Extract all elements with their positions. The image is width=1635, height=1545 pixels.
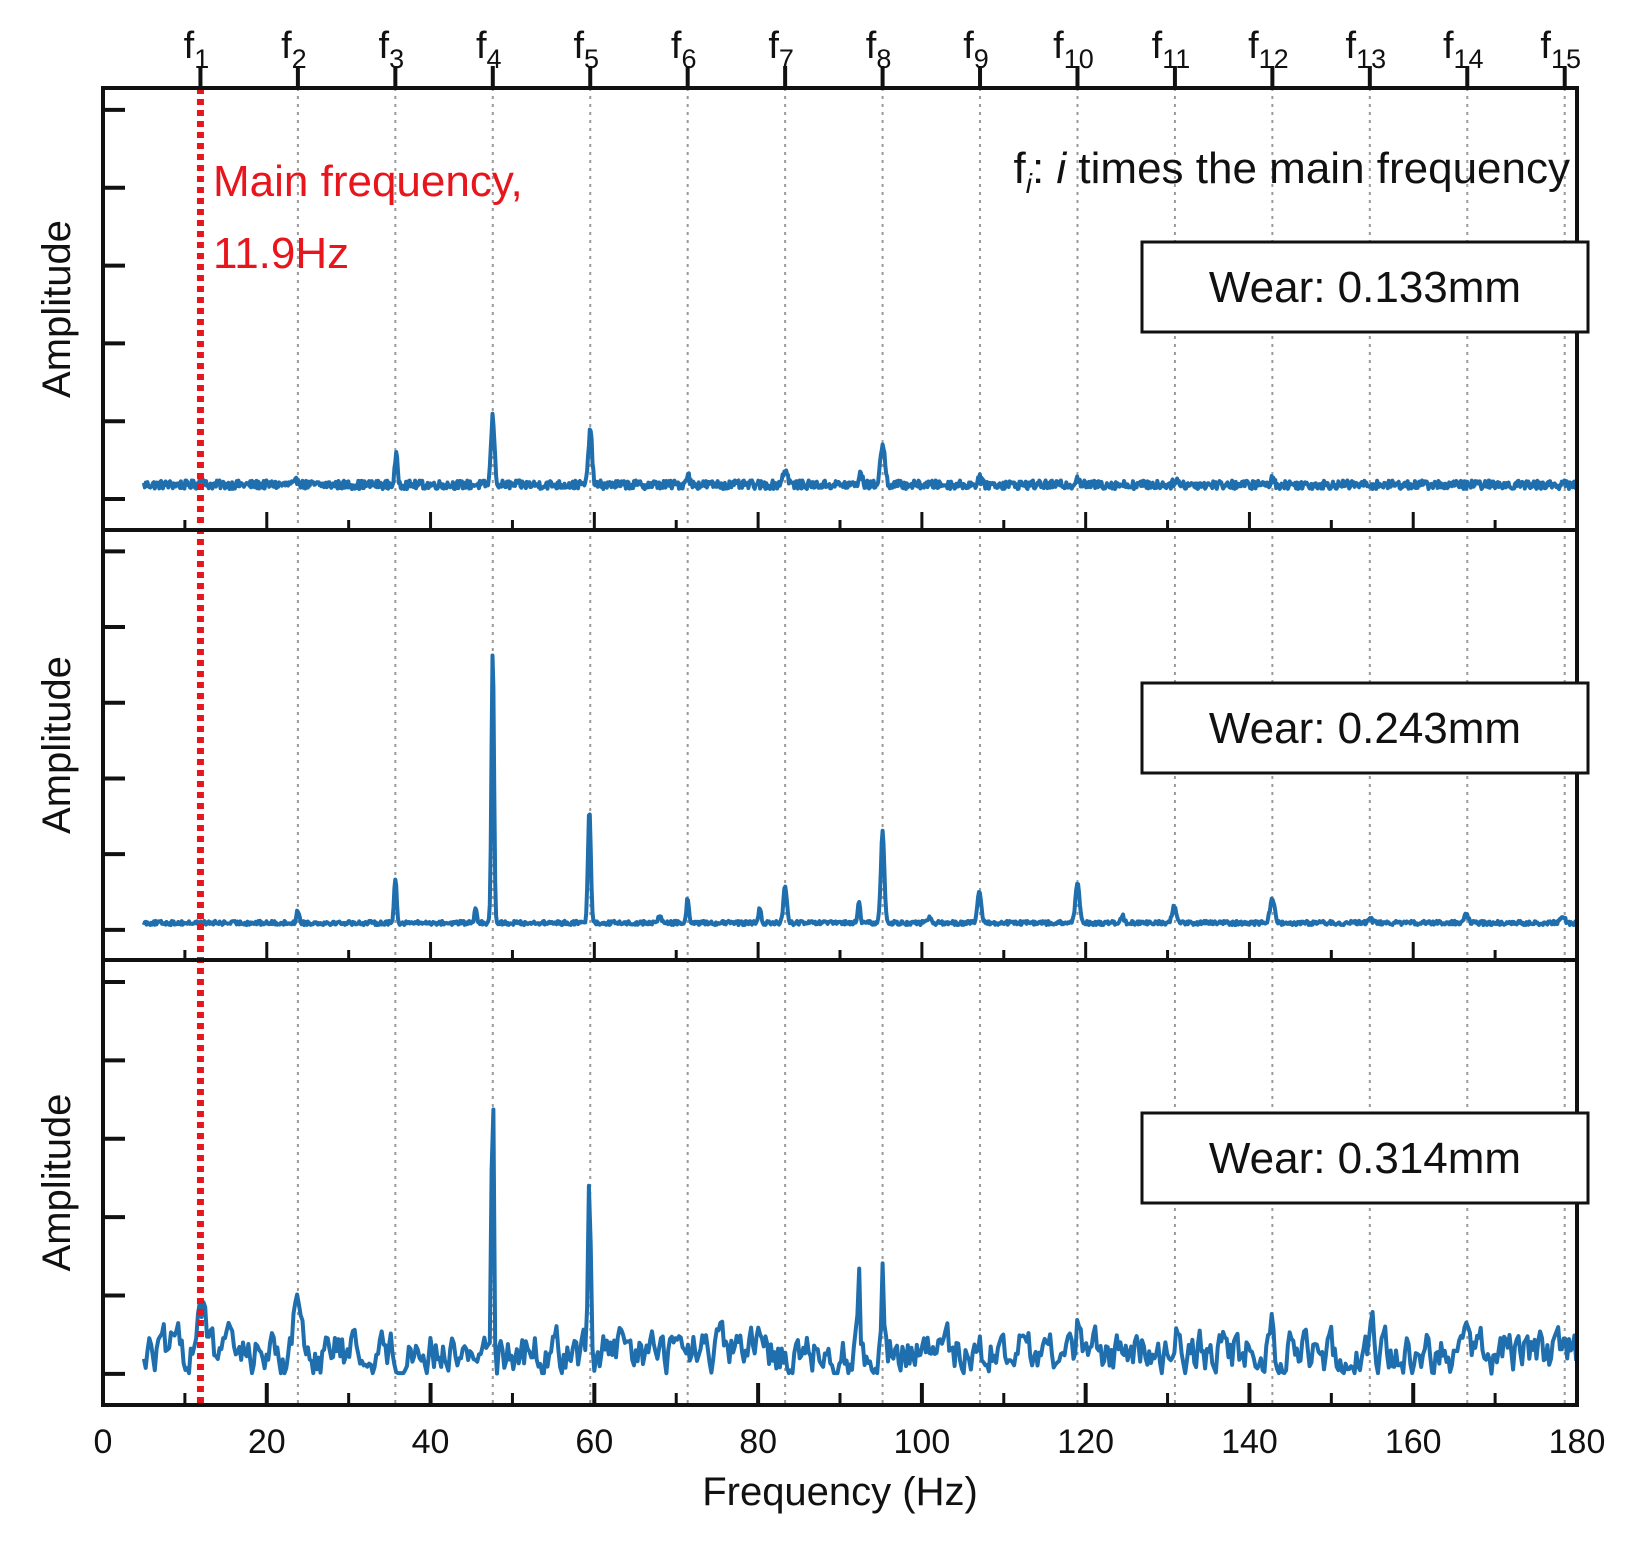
wear-legend-box bbox=[1140, 681, 1590, 775]
harmonic-label: f14 bbox=[1443, 25, 1484, 74]
wear-legend-box bbox=[1140, 240, 1590, 334]
x-tick-label: 180 bbox=[1549, 1423, 1606, 1461]
y-axis-label: Amplitude bbox=[35, 220, 79, 398]
harmonic-label: f4 bbox=[476, 25, 502, 74]
harmonic-label: f5 bbox=[573, 25, 599, 74]
label-layer: f1 f2 f3 f4 f5 f6 f7 f8 f9 f10 f11 f12 f13 f14 f15 Ampl… bbox=[35, 25, 1605, 1514]
harmonic-label: f1 bbox=[184, 25, 210, 74]
x-tick-label: 100 bbox=[894, 1423, 951, 1461]
harmonic-label: f13 bbox=[1346, 25, 1387, 74]
harmonic-label: f3 bbox=[379, 25, 405, 74]
harmonic-label: f6 bbox=[671, 25, 697, 74]
harmonic-label: f11 bbox=[1152, 25, 1191, 74]
x-tick-label: 40 bbox=[412, 1423, 450, 1461]
harmonic-label: f8 bbox=[866, 25, 892, 74]
wear-legend-label: Wear: 0.314mm bbox=[1209, 1134, 1521, 1183]
x-tick-label: 60 bbox=[575, 1423, 613, 1461]
x-tick-label: 20 bbox=[248, 1423, 286, 1461]
spectrum-series-2 bbox=[141, 653, 1578, 927]
spectrum-series-3 bbox=[141, 1107, 1579, 1376]
series-layer bbox=[141, 411, 1579, 1376]
x-axis-label: Frequency (Hz) bbox=[702, 1470, 978, 1514]
harmonic-label: f9 bbox=[963, 25, 989, 74]
harmonic-label: f12 bbox=[1248, 25, 1289, 74]
x-tick-label: 120 bbox=[1057, 1423, 1114, 1461]
spectrum-series-1 bbox=[141, 411, 1578, 491]
y-axis-label: Amplitude bbox=[35, 656, 79, 834]
wear-legend-label: Wear: 0.133mm bbox=[1209, 263, 1521, 312]
x-tick-label: 0 bbox=[94, 1423, 113, 1461]
x-tick-label: 80 bbox=[739, 1423, 777, 1461]
harmonic-label: f7 bbox=[768, 25, 794, 74]
wear-legend-label: Wear: 0.243mm bbox=[1209, 704, 1521, 753]
harmonic-label: f2 bbox=[281, 25, 307, 74]
harmonic-label: f10 bbox=[1053, 25, 1094, 74]
wear-legend-box bbox=[1140, 1111, 1590, 1205]
x-tick-label: 160 bbox=[1385, 1423, 1442, 1461]
x-tick-label: 140 bbox=[1221, 1423, 1278, 1461]
harmonic-note: fi: i times the main frequency bbox=[1014, 144, 1571, 199]
main-frequency-annotation: 11.9Hz bbox=[213, 229, 349, 278]
y-axis-label: Amplitude bbox=[35, 1094, 79, 1272]
main-frequency-annotation: Main frequency, bbox=[213, 157, 523, 206]
harmonic-label: f15 bbox=[1540, 25, 1581, 74]
